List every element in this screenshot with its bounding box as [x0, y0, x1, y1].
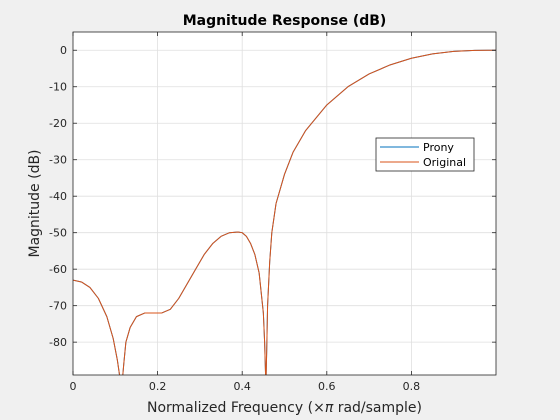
axes-box [72, 31, 497, 376]
y-tick-label: 0 [60, 44, 67, 57]
y-tick-label: -20 [49, 117, 67, 130]
x-tick-label: 0 [70, 380, 77, 393]
x-tick-label: 0.4 [233, 380, 251, 393]
chart-title: Magnitude Response (dB) [183, 13, 387, 29]
x-axis-label: Normalized Frequency (×π rad/sample) [147, 400, 422, 416]
y-tick-label: -30 [49, 154, 67, 167]
y-tick-label: -50 [49, 227, 67, 240]
y-tick-label: -60 [49, 263, 67, 276]
y-tick-label: -70 [49, 300, 67, 313]
tick-marks [72, 32, 496, 375]
series-layer [73, 49, 496, 375]
legend-label-prony: Prony [423, 141, 454, 154]
y-tick-label: -40 [49, 190, 67, 203]
x-tick-label: 0.8 [403, 380, 421, 393]
x-tick-label: 0.2 [149, 380, 167, 393]
x-axis-label-times: × [313, 400, 325, 416]
y-tick-label: -80 [49, 336, 67, 349]
series-line-original [73, 49, 496, 375]
x-tick-label: 0.6 [318, 380, 336, 393]
grid-lines [73, 32, 496, 375]
tick-labels: 0 0.2 0.4 0.6 0.8 0 -10 -20 -30 -40 -50 -60 -70 -80 [49, 44, 420, 393]
axes-background [73, 32, 496, 375]
x-axis-label-prefix: Normalized Frequency ( [147, 400, 313, 416]
x-axis-label-pi: π [325, 400, 334, 416]
y-axis-label: Magnitude (dB) [27, 149, 43, 257]
legend: Prony Original [375, 137, 475, 172]
legend-label-original: Original [423, 156, 466, 169]
legend-box [375, 137, 475, 172]
x-axis-label-suffix: rad/sample) [333, 400, 422, 416]
y-tick-label: -10 [49, 81, 67, 94]
